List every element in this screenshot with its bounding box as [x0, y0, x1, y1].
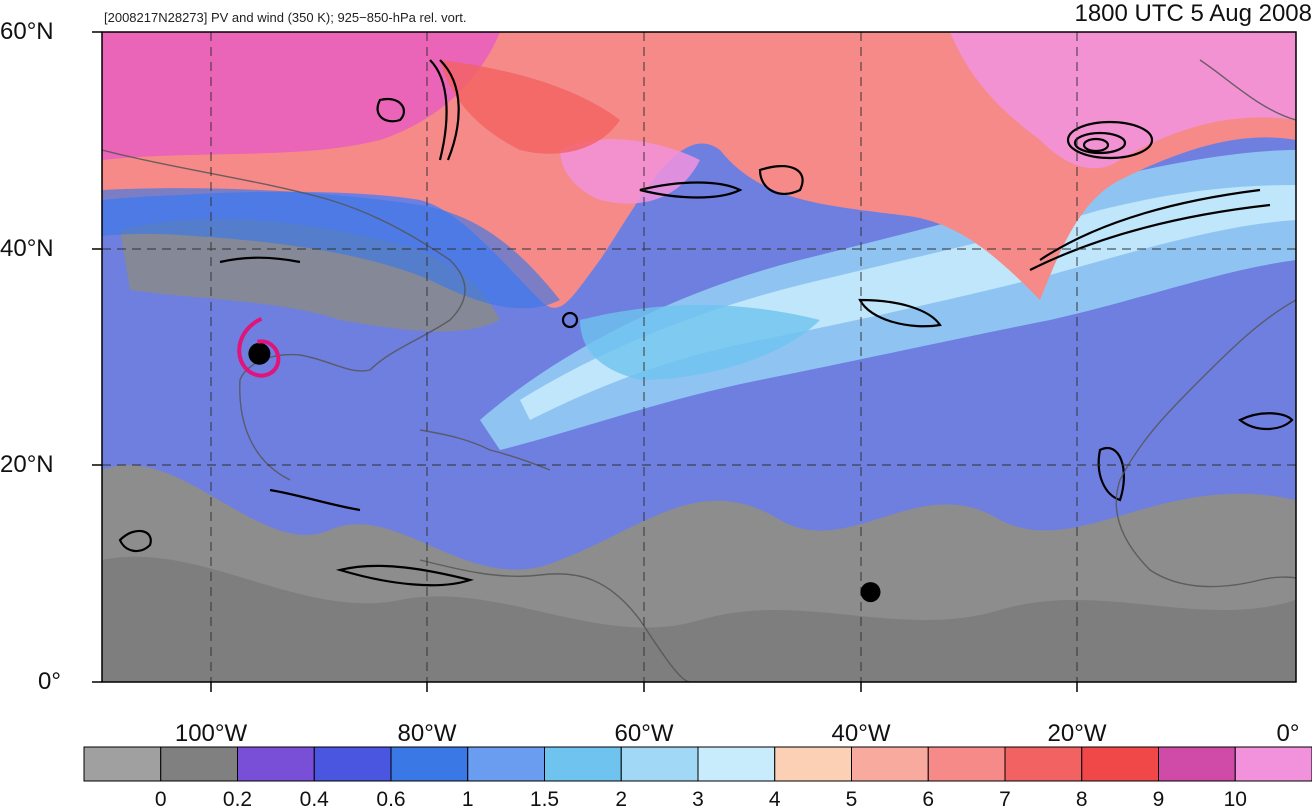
pv-jet-band-core — [520, 185, 1296, 420]
pv-high-region-magenta — [102, 32, 500, 160]
map-valid-time: 1800 UTC 5 Aug 2008 — [1074, 0, 1312, 27]
colorbar-swatch — [927, 746, 1006, 782]
vort-contour — [429, 59, 448, 161]
map-subtitle: [2008217N28273] PV and wind (350 K); 925… — [104, 10, 467, 25]
lat-label-20n: 20°N — [0, 451, 54, 478]
colorbar-label: 6 — [922, 788, 935, 811]
vort-contour — [1082, 137, 1110, 153]
vort-contour — [269, 488, 361, 512]
colorbar-swatch — [1004, 746, 1083, 782]
coastline-caribbean — [419, 429, 551, 471]
lon-label-60w: 60°W — [614, 720, 674, 747]
coastline-south-america — [419, 559, 691, 682]
colorbar-swatch — [160, 746, 238, 782]
colorbar-swatch — [851, 746, 929, 782]
vort-contour — [561, 311, 579, 329]
colorbar-label: 1 — [461, 788, 474, 811]
colorbar-swatch — [620, 746, 699, 782]
pv-blue-band-north — [102, 188, 560, 309]
vort-contour — [639, 181, 743, 199]
vort-contour — [439, 59, 460, 161]
colorbar-swatch — [1234, 746, 1312, 782]
grid-lines — [102, 32, 1296, 682]
pv-trough-red — [440, 60, 620, 154]
pv-cyan-patch — [580, 305, 820, 380]
colorbar-swatch — [467, 746, 545, 782]
lon-label-40w: 40°W — [831, 720, 891, 747]
colorbar-swatch — [544, 746, 622, 782]
coastline-africa — [1115, 299, 1296, 588]
vort-contour — [1039, 188, 1261, 261]
vort-contour — [1097, 447, 1125, 502]
colorbar-label: 1.5 — [529, 788, 560, 811]
colorbar-swatch — [1158, 746, 1236, 782]
lon-label-0: 0° — [1276, 720, 1300, 747]
colorbar-label: 2 — [615, 788, 628, 811]
lat-label-60n: 60°N — [0, 18, 54, 45]
colorbar-swatch — [237, 746, 315, 782]
vorticity-blob — [860, 582, 881, 603]
plot-frame — [101, 31, 1297, 683]
colorbar — [83, 746, 1312, 782]
colorbar-label: 5 — [845, 788, 858, 811]
lon-label-100w: 100°W — [174, 720, 248, 747]
colorbar-swatch — [1081, 746, 1159, 782]
vort-contour — [858, 298, 942, 328]
colorbar-swatch — [774, 746, 852, 782]
lon-label-80w: 80°W — [397, 720, 457, 747]
colorbar-label: 3 — [692, 788, 704, 811]
colorbar-label: 0.2 — [222, 788, 253, 811]
vort-contour — [758, 165, 804, 195]
colorbar-label: 0 — [154, 788, 167, 811]
colorbar-swatch — [697, 746, 776, 782]
storm-track-marker — [237, 316, 281, 378]
colorbar-swatch — [313, 746, 392, 782]
colorbar-label: 4 — [768, 788, 781, 811]
coastline-overlay — [102, 59, 1296, 682]
colorbar-swatch — [390, 746, 469, 782]
colorbar-label: 8 — [1075, 788, 1088, 811]
colorbar-label: 0.4 — [299, 788, 329, 811]
coastline-north-america — [102, 149, 466, 481]
pv-low-region-south-dark — [102, 556, 1296, 682]
vort-contour — [1073, 131, 1127, 155]
vort-contour — [335, 564, 474, 587]
storm-marker-group — [237, 316, 881, 603]
lat-label-40n: 40°N — [0, 235, 54, 262]
pv-high-region-pink-central — [560, 139, 700, 204]
vort-contour — [376, 97, 405, 123]
vort-contour — [1029, 203, 1271, 271]
lat-label-0: 0° — [38, 668, 61, 695]
vort-contour — [219, 256, 301, 264]
map-plot-area — [102, 32, 1296, 682]
colorbar-swatch — [83, 746, 162, 782]
axis-ticks — [92, 31, 1078, 692]
storm-vortex-core — [248, 342, 271, 365]
lon-label-20w: 20°W — [1047, 720, 1107, 747]
vorticity-contours — [118, 59, 1294, 587]
vort-contour — [1066, 120, 1154, 160]
colorbar-label: 9 — [1152, 788, 1165, 811]
vort-contour — [118, 529, 152, 553]
colorbar-label: 10 — [1223, 788, 1247, 811]
coastline-europe — [1199, 59, 1296, 121]
colorbar-label: 7 — [999, 788, 1011, 811]
colorbar-label: 0.6 — [376, 788, 406, 811]
vort-contour — [1237, 412, 1294, 431]
